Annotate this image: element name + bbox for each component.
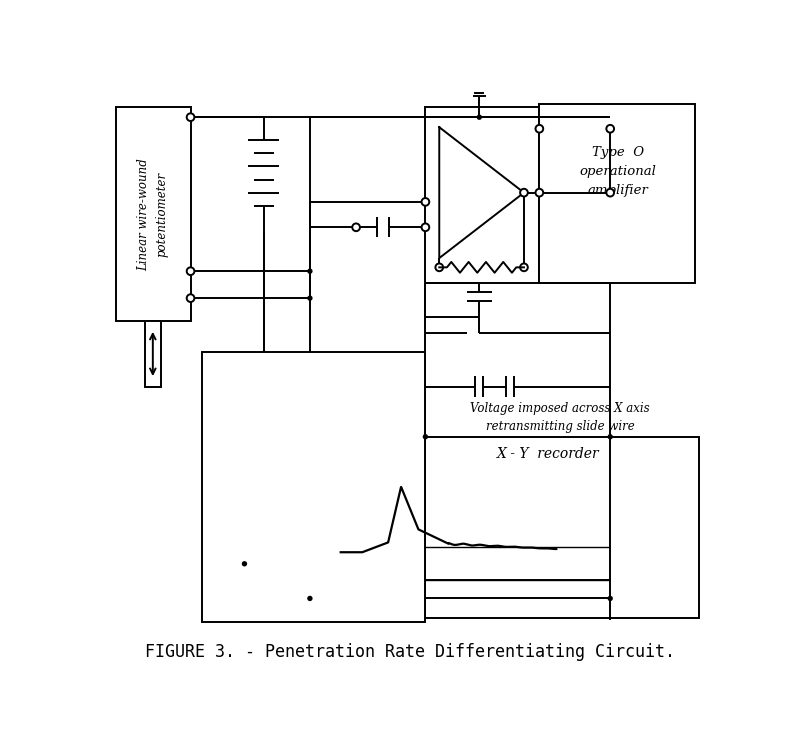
Bar xyxy=(116,108,190,321)
Bar xyxy=(539,104,695,283)
Bar xyxy=(145,321,161,387)
Circle shape xyxy=(520,263,528,271)
Circle shape xyxy=(352,223,360,231)
Bar xyxy=(202,352,426,622)
Bar xyxy=(426,108,539,283)
Circle shape xyxy=(520,189,528,196)
Circle shape xyxy=(186,294,194,302)
Circle shape xyxy=(606,125,614,132)
Text: Voltage imposed across X axis
retransmitting slide wire: Voltage imposed across X axis retransmit… xyxy=(470,402,650,433)
Circle shape xyxy=(422,198,430,206)
Circle shape xyxy=(186,268,194,275)
Text: FIGURE 3. - Penetration Rate Differentiating Circuit.: FIGURE 3. - Penetration Rate Differentia… xyxy=(145,644,675,661)
Circle shape xyxy=(535,189,543,196)
Circle shape xyxy=(307,268,313,274)
Bar xyxy=(245,437,698,617)
Circle shape xyxy=(607,596,613,601)
Circle shape xyxy=(477,114,482,120)
Circle shape xyxy=(422,434,428,439)
Text: X - Y  recorder: X - Y recorder xyxy=(498,447,600,461)
Circle shape xyxy=(607,434,613,439)
Circle shape xyxy=(242,561,247,566)
Circle shape xyxy=(307,296,313,301)
Circle shape xyxy=(435,263,443,271)
Circle shape xyxy=(606,189,614,196)
Circle shape xyxy=(307,596,313,601)
Circle shape xyxy=(422,223,430,231)
Text: Linear wire-wound
potentiometer: Linear wire-wound potentiometer xyxy=(137,158,169,271)
Text: Type  O
operational
amplifier: Type O operational amplifier xyxy=(579,146,656,196)
Circle shape xyxy=(186,114,194,121)
Circle shape xyxy=(535,125,543,132)
